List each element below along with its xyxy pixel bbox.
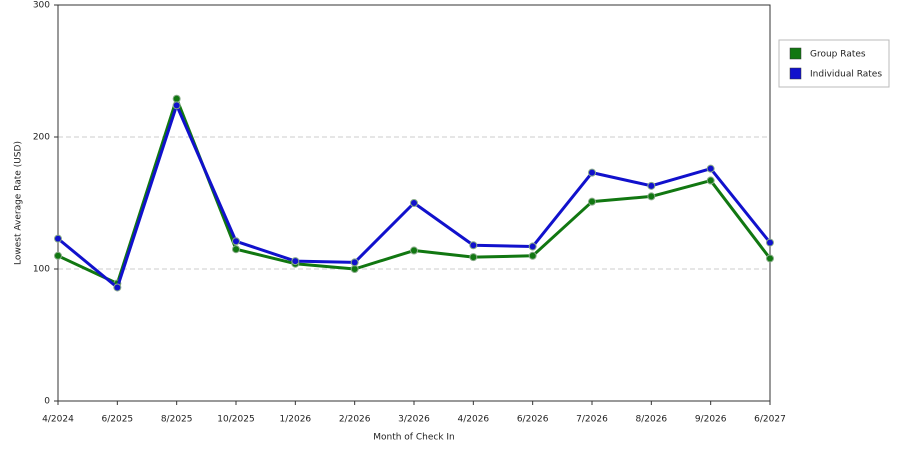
- point: [647, 192, 656, 201]
- point: [528, 242, 537, 251]
- point: [647, 181, 656, 190]
- point: [291, 257, 300, 266]
- legend-label: Individual Rates: [810, 70, 882, 80]
- point: [706, 164, 715, 173]
- point: [766, 254, 774, 263]
- x-tick-label: 4/2024: [42, 415, 74, 425]
- x-axis-label: Month of Check In: [373, 433, 455, 443]
- point: [469, 253, 478, 262]
- point: [588, 197, 596, 206]
- x-tick-label: 9/2026: [695, 415, 727, 425]
- y-tick-label: 200: [33, 133, 50, 143]
- point: [172, 94, 181, 103]
- point: [350, 258, 359, 267]
- point: [766, 238, 774, 247]
- x-tick-label: 3/2026: [398, 415, 430, 425]
- y-axis-label: Lowest Average Rate (USD): [14, 141, 24, 265]
- legend-swatch: [789, 67, 802, 80]
- point: [706, 176, 715, 185]
- point: [172, 101, 181, 110]
- point: [528, 251, 537, 260]
- x-tick-label: 6/2027: [754, 415, 786, 425]
- point: [350, 265, 359, 273]
- x-tick-label: 7/2026: [576, 415, 608, 425]
- x-tick-label: 2/2026: [339, 415, 371, 425]
- point: [54, 251, 62, 260]
- point: [232, 245, 240, 254]
- legend: [778, 39, 890, 88]
- y-tick-label: 0: [44, 397, 50, 407]
- point: [232, 237, 240, 246]
- x-tick-label: 10/2025: [217, 415, 254, 425]
- point: [113, 283, 122, 292]
- point: [410, 246, 418, 255]
- point: [54, 234, 62, 243]
- point: [469, 241, 478, 250]
- legend-swatch: [789, 47, 802, 60]
- point: [410, 199, 418, 207]
- x-tick-label: 1/2026: [279, 415, 311, 425]
- series-line: [57, 97, 772, 286]
- x-tick-label: 6/2025: [101, 415, 133, 425]
- y-tick-label: 100: [33, 265, 50, 275]
- legend-label: Group Rates: [810, 50, 866, 60]
- y-tick-label: 300: [33, 1, 50, 11]
- point: [588, 168, 596, 177]
- x-tick-label: 8/2026: [635, 415, 667, 425]
- x-tick-label: 4/2026: [457, 415, 489, 425]
- x-tick-label: 6/2026: [517, 415, 549, 425]
- x-tick-label: 8/2025: [161, 415, 193, 425]
